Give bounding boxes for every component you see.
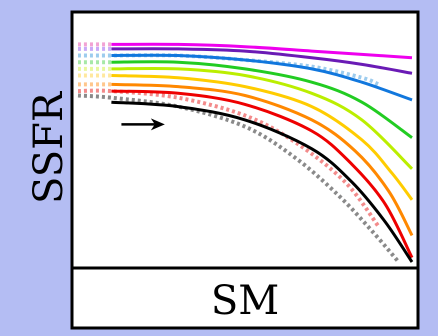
solid-track-6	[111, 82, 414, 237]
solid-track-5	[111, 74, 414, 201]
dotted-track-17	[77, 93, 401, 264]
xlabel-panel	[72, 268, 418, 328]
solid-track-1	[111, 47, 413, 75]
solid-track-7	[111, 89, 414, 259]
y-axis-label: SSFR	[26, 90, 72, 204]
xlabel-frame	[70, 266, 420, 330]
series-layer	[77, 42, 414, 264]
solid-track-3	[111, 60, 413, 139]
dotted-track-16	[77, 88, 381, 228]
x-axis-label: SM	[211, 278, 279, 324]
solid-track-2	[111, 53, 413, 102]
solid-track-8	[111, 100, 414, 263]
solid-track-4	[111, 66, 414, 170]
arrow-head	[150, 118, 165, 131]
solid-track-0	[111, 42, 413, 60]
arrow-layer	[121, 118, 165, 131]
